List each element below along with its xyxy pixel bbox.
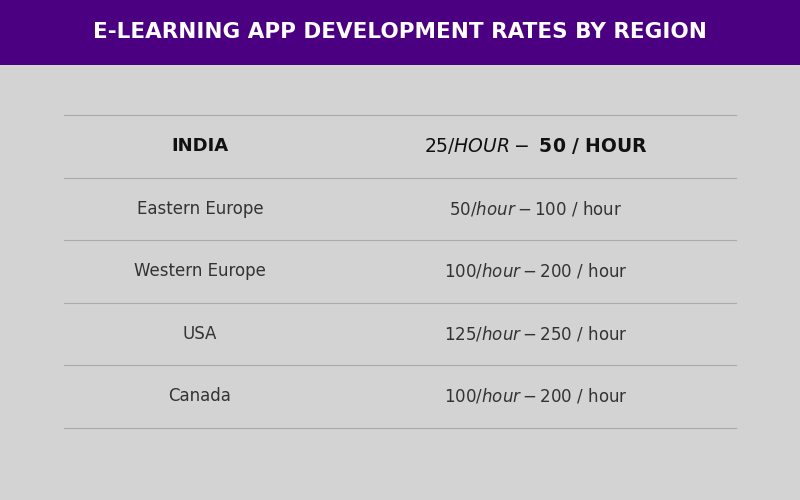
Text: E-LEARNING APP DEVELOPMENT RATES BY REGION: E-LEARNING APP DEVELOPMENT RATES BY REGI… bbox=[93, 22, 707, 42]
Text: $100 / hour - $200 / hour: $100 / hour - $200 / hour bbox=[444, 387, 628, 406]
Text: $125 / hour - $250 / hour: $125 / hour - $250 / hour bbox=[444, 324, 628, 343]
Text: $25 / HOUR - $ 50 / HOUR: $25 / HOUR - $ 50 / HOUR bbox=[424, 136, 648, 156]
Text: $100 / hour - $200 / hour: $100 / hour - $200 / hour bbox=[444, 262, 628, 281]
FancyBboxPatch shape bbox=[0, 0, 800, 65]
Text: USA: USA bbox=[183, 325, 217, 343]
Text: Eastern Europe: Eastern Europe bbox=[137, 200, 263, 218]
Text: Western Europe: Western Europe bbox=[134, 262, 266, 280]
Text: Canada: Canada bbox=[169, 387, 231, 405]
Text: $50 / hour - $100 / hour: $50 / hour - $100 / hour bbox=[450, 199, 622, 218]
Text: INDIA: INDIA bbox=[171, 137, 229, 155]
